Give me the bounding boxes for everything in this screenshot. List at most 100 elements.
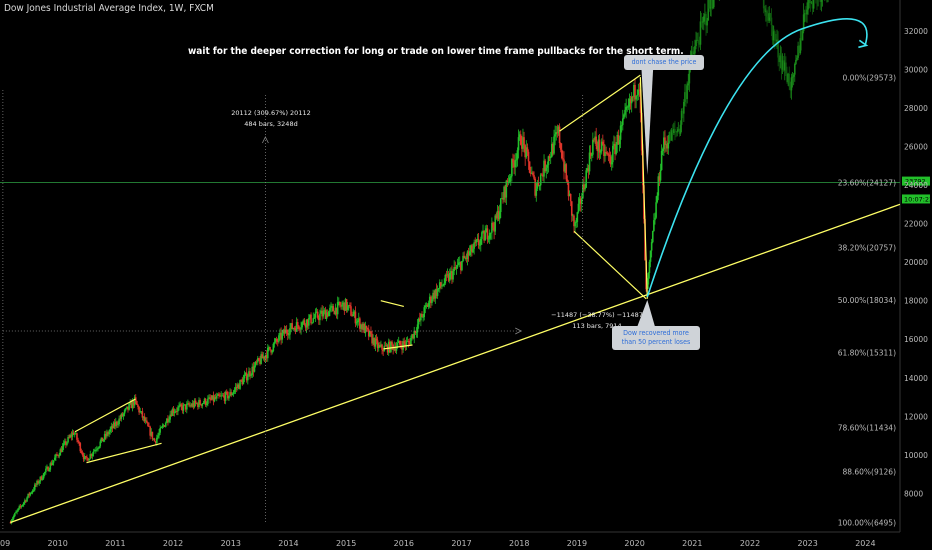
candle-body bbox=[112, 422, 115, 429]
candle-body bbox=[766, 11, 768, 17]
candle-body bbox=[340, 305, 342, 307]
candle-body bbox=[56, 454, 58, 456]
pattern-line bbox=[74, 398, 136, 433]
y-tick-label: 10000 bbox=[904, 451, 928, 460]
candle-body bbox=[66, 442, 68, 445]
candle-body bbox=[807, 0, 809, 10]
candle-body bbox=[493, 227, 495, 232]
candle-body bbox=[509, 176, 512, 178]
candle-body bbox=[26, 497, 28, 502]
candle-body bbox=[362, 323, 364, 330]
candle-body bbox=[806, 9, 808, 15]
candle-body bbox=[648, 261, 651, 273]
candle-body bbox=[782, 60, 785, 71]
candle-body bbox=[626, 106, 629, 108]
candle-body bbox=[538, 185, 541, 187]
candle-body bbox=[68, 437, 70, 438]
candle-body bbox=[653, 220, 655, 232]
candle-body bbox=[584, 187, 586, 190]
candle-body bbox=[353, 311, 356, 315]
candle-body bbox=[602, 141, 604, 144]
candle-body bbox=[140, 411, 143, 413]
candle-body bbox=[537, 182, 540, 186]
candle-body bbox=[309, 314, 311, 319]
candle-body bbox=[496, 210, 499, 219]
candle-body bbox=[271, 350, 274, 353]
candle-body bbox=[650, 242, 653, 251]
candle-body bbox=[249, 371, 251, 376]
candle-body bbox=[260, 354, 262, 364]
candle-body bbox=[694, 46, 696, 54]
candle-body bbox=[220, 395, 222, 397]
candle-body bbox=[792, 74, 795, 77]
candle-body bbox=[118, 418, 120, 425]
candle-body bbox=[478, 244, 481, 246]
candle-body bbox=[795, 59, 797, 65]
candle-body bbox=[768, 13, 771, 21]
candle-body bbox=[447, 274, 450, 281]
candle-body bbox=[789, 86, 792, 91]
candle-body bbox=[535, 188, 538, 196]
candle-body bbox=[95, 449, 97, 451]
candle-body bbox=[43, 472, 46, 474]
candle-body bbox=[660, 150, 663, 171]
candle-body bbox=[82, 455, 85, 460]
candle-body bbox=[30, 492, 33, 494]
candle-body bbox=[52, 460, 55, 463]
candle-body bbox=[113, 422, 116, 427]
pattern-line bbox=[573, 230, 647, 300]
candle-body bbox=[103, 433, 106, 440]
candle-body bbox=[467, 251, 470, 256]
x-tick-label: 2009 bbox=[0, 539, 10, 548]
candle-body bbox=[802, 14, 805, 32]
candle-body bbox=[177, 407, 179, 412]
candle-body bbox=[543, 160, 545, 177]
candle-body bbox=[171, 409, 174, 416]
candle-body bbox=[539, 174, 542, 186]
candle-body bbox=[769, 13, 772, 18]
candle-body bbox=[222, 395, 225, 397]
y-tick-label: 12000 bbox=[904, 412, 928, 421]
candle-body bbox=[659, 170, 662, 181]
candle-body bbox=[87, 458, 89, 461]
candle-body bbox=[352, 314, 355, 317]
candle-body bbox=[142, 416, 145, 418]
x-tick-label: 2022 bbox=[740, 539, 760, 548]
candle-body bbox=[775, 40, 777, 42]
candle-body bbox=[501, 198, 503, 199]
candle-body bbox=[372, 337, 374, 344]
candle-body bbox=[545, 167, 548, 172]
candle-body bbox=[25, 500, 27, 502]
candle-body bbox=[316, 311, 319, 318]
candle-body bbox=[159, 428, 161, 433]
candle-body bbox=[252, 366, 255, 372]
y-tick-label: 26000 bbox=[904, 142, 928, 151]
candle-body bbox=[707, 0, 710, 21]
candle-body bbox=[195, 403, 198, 405]
y-tick-label: 30000 bbox=[904, 65, 928, 74]
candle-body bbox=[18, 506, 21, 509]
candle-body bbox=[573, 215, 575, 227]
candle-body bbox=[511, 159, 513, 177]
candle-body bbox=[486, 228, 489, 240]
candle-body bbox=[19, 506, 22, 508]
candle-body bbox=[133, 397, 136, 406]
candle-body bbox=[819, 0, 822, 2]
candle-body bbox=[461, 260, 463, 271]
candle-body bbox=[205, 403, 208, 405]
candle-body bbox=[337, 301, 340, 303]
candle-body bbox=[787, 73, 789, 83]
y-tick-label: 20000 bbox=[904, 258, 928, 267]
candle-body bbox=[282, 329, 285, 334]
candle-body bbox=[75, 433, 77, 435]
candle-body bbox=[657, 176, 660, 196]
candle-body bbox=[173, 412, 176, 413]
candle-body bbox=[491, 222, 493, 233]
candle-body bbox=[512, 159, 514, 163]
candle-body bbox=[86, 457, 88, 459]
candle-body bbox=[289, 327, 291, 335]
candle-body bbox=[428, 296, 431, 303]
candle-body bbox=[518, 134, 521, 138]
callout-pointer-bottom bbox=[637, 300, 655, 326]
